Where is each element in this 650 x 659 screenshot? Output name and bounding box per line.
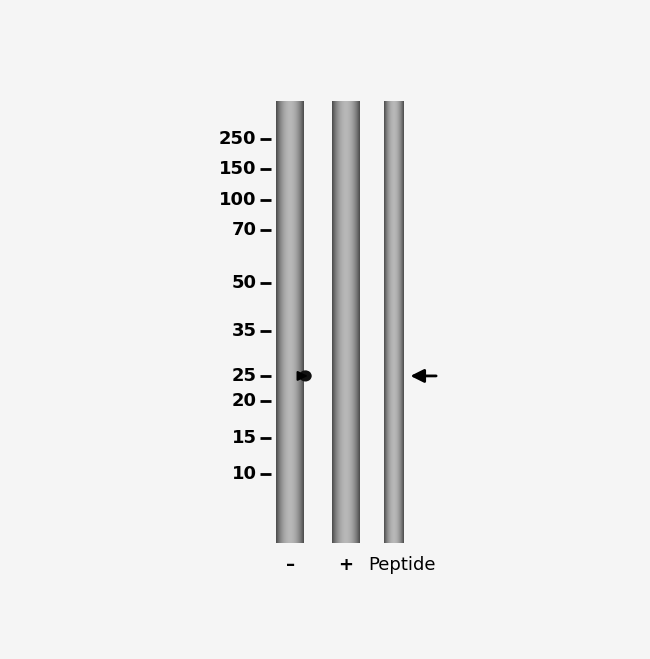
Text: 15: 15 [231, 429, 257, 447]
Text: +: + [338, 556, 353, 574]
Text: –: – [286, 556, 295, 574]
Text: 25: 25 [231, 367, 257, 385]
Text: 20: 20 [231, 392, 257, 411]
Text: 50: 50 [231, 274, 257, 292]
Text: 250: 250 [219, 130, 257, 148]
Ellipse shape [299, 370, 312, 382]
Text: 35: 35 [231, 322, 257, 340]
Text: 100: 100 [219, 191, 257, 209]
Text: 70: 70 [231, 221, 257, 239]
Text: 150: 150 [219, 160, 257, 179]
Text: Peptide: Peptide [369, 556, 436, 574]
Text: 10: 10 [231, 465, 257, 483]
